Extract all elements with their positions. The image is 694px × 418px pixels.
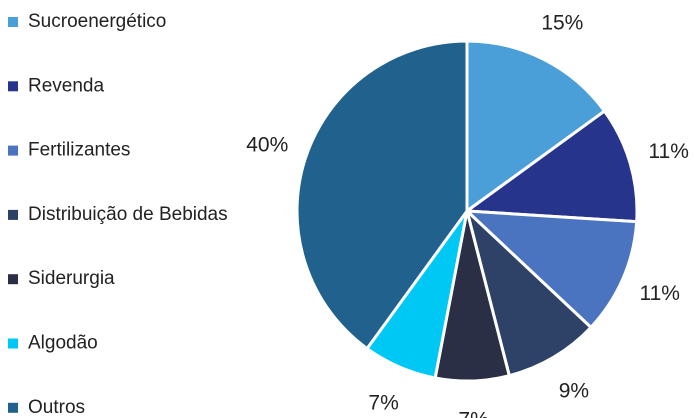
data-label: 11% <box>639 282 679 305</box>
pie-slice <box>295 39 469 351</box>
legend-swatch <box>8 81 18 92</box>
legend-label: Distribuição de Bebidas <box>28 204 228 225</box>
legend-label: Outros <box>28 397 85 418</box>
data-label: 7% <box>458 408 488 418</box>
data-label: 11% <box>648 140 688 163</box>
legend-swatch <box>8 274 18 285</box>
legend-label: Siderurgia <box>28 268 115 289</box>
data-label: 9% <box>559 379 589 402</box>
legend-label: Algodão <box>28 333 98 354</box>
legend-swatch <box>8 402 18 413</box>
legend-swatch <box>8 209 18 220</box>
legend-swatch <box>8 338 18 349</box>
legend-label: Revenda <box>28 75 104 96</box>
legend-swatch <box>8 17 18 27</box>
pie-slice <box>465 39 607 214</box>
pie-slice <box>464 206 594 378</box>
data-label: 15% <box>541 11 583 34</box>
legend-swatch <box>8 145 18 156</box>
pie-slice <box>462 108 639 224</box>
legend-label: Fertilizantes <box>28 140 130 161</box>
legend-label: Sucroenergético <box>28 11 166 32</box>
data-label: 40% <box>246 134 288 157</box>
pie-slice <box>462 209 639 330</box>
data-label: 7% <box>368 391 398 414</box>
